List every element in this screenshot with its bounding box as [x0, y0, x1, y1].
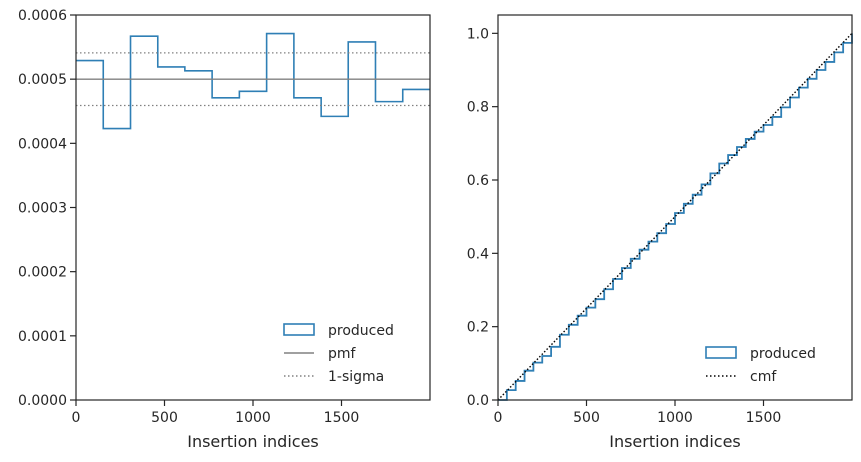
x-tick-label: 1000 — [235, 410, 271, 426]
legend-handle-box — [705, 346, 737, 359]
y-tick-label: 0.0002 — [18, 265, 67, 281]
produced-histogram-step — [76, 32, 430, 130]
legend-item-produced: produced — [705, 346, 816, 362]
legend-item-cmf: cmf — [706, 369, 777, 385]
x-tick-label: 0 — [494, 410, 503, 426]
axes-frame — [497, 14, 853, 401]
left-panel-histogram: 0 500 1000 1500 0.0000 0.0001 0.0002 0.0003 0.00… — [18, 8, 431, 451]
y-tick-label: 0.0 — [467, 393, 489, 409]
y-tick-label: 1.0 — [467, 26, 489, 42]
y-tick-label: 0.6 — [467, 173, 489, 189]
legend-item-1-sigma: 1-sigma — [284, 369, 384, 385]
legend-label: 1-sigma — [328, 369, 384, 385]
y-tick-label: 0.0001 — [18, 329, 67, 345]
y-tick-label: 0.0003 — [18, 201, 67, 217]
axes-frame — [75, 14, 431, 401]
y-tick-label: 0.0000 — [18, 393, 67, 409]
x-tick-label: 1000 — [657, 410, 693, 426]
x-tick-label: 1500 — [324, 410, 360, 426]
right-panel-cumulative: 0 500 1000 1500 0.0 0.2 0.4 0.6 0.8 1.0 Insertion … — [467, 14, 853, 451]
produced-cumulative-line — [498, 33, 853, 401]
legend-label: pmf — [328, 346, 357, 362]
legend-item-produced: produced — [283, 323, 394, 339]
legend-item-pmf: pmf — [284, 346, 357, 362]
y-tick-label: 0.0006 — [18, 8, 67, 24]
x-axis-label: Insertion indices — [609, 432, 741, 451]
legend-handle-box — [283, 323, 315, 336]
x-tick-label: 1500 — [746, 410, 782, 426]
legend-label: cmf — [750, 369, 777, 385]
cmf-line — [497, 32, 853, 401]
legend: produced pmf 1-sigma — [283, 323, 394, 385]
legend-label: produced — [750, 346, 816, 362]
x-tick-label: 500 — [573, 410, 600, 426]
y-tick-label: 0.0005 — [18, 72, 67, 88]
legend: produced cmf — [705, 346, 816, 385]
y-tick-label: 0.2 — [467, 320, 489, 336]
y-tick-label: 0.8 — [467, 100, 489, 116]
y-tick-label: 0.4 — [467, 246, 489, 262]
y-tick-label: 0.0004 — [18, 136, 67, 152]
x-axis-label: Insertion indices — [187, 432, 319, 451]
x-tick-label: 500 — [151, 410, 178, 426]
legend-label: produced — [328, 323, 394, 339]
x-tick-label: 0 — [72, 410, 81, 426]
